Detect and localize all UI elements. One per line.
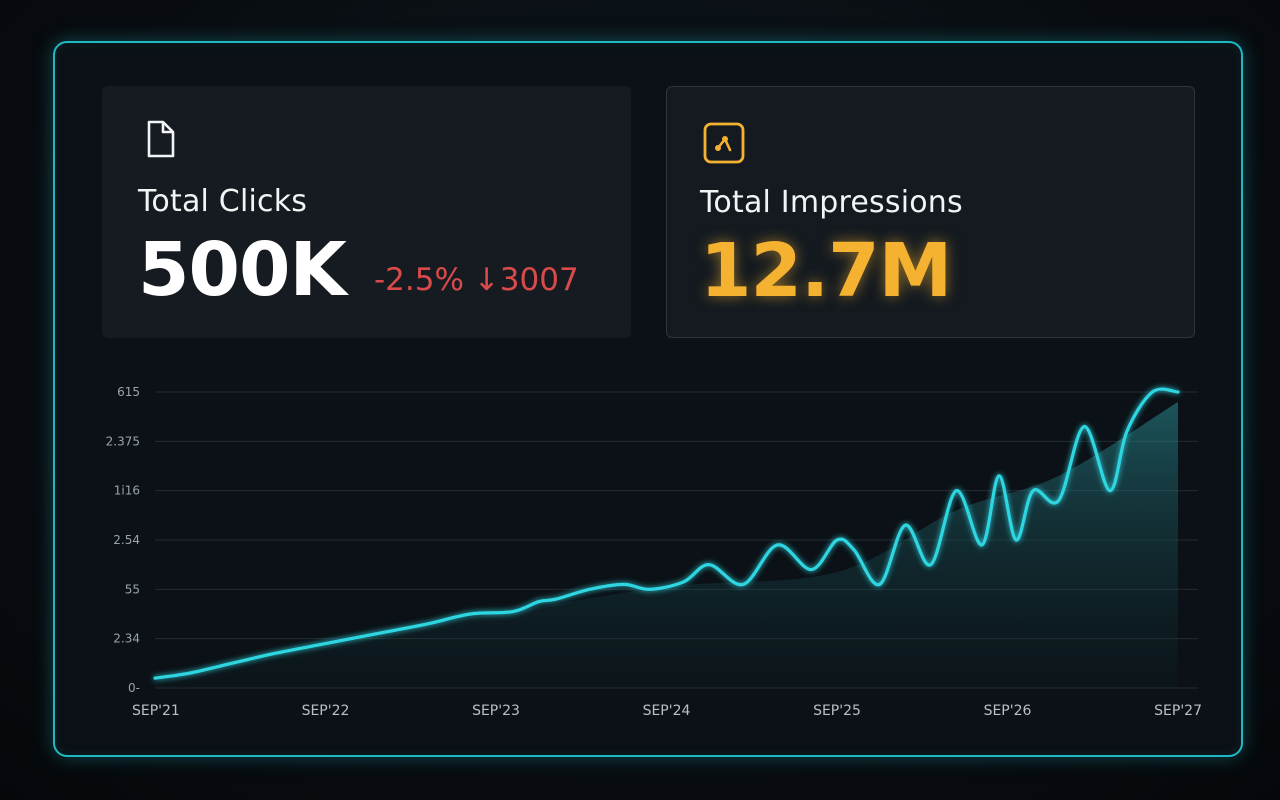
y-tick-label: 1i16 [114,484,140,498]
y-tick-label: 2.34 [113,632,140,646]
y-tick-label: 2.54 [113,533,140,547]
x-tick-label: SEP'22 [302,703,350,719]
chart-svg: 0- 2.34 55 2.54 1i16 2.375 615 SEP'21 SEP'22 SEP… [106,385,1202,719]
total-clicks-value: 500K [138,227,347,313]
total-clicks-card[interactable]: Total Clicks 500K -2.5% ↓3007 [102,86,631,338]
line-series [153,387,1180,680]
x-tick-label: SEP'25 [813,703,861,719]
total-clicks-delta: -2.5% ↓3007 [374,262,579,298]
x-tick-label: SEP'27 [1154,703,1202,719]
total-impressions-value: 12.7M [700,228,952,314]
area-series [155,401,1178,688]
total-clicks-title: Total Clicks [138,184,308,219]
y-tick-label: 2.375 [106,434,140,448]
x-tick-label: SEP'24 [643,703,691,719]
x-tick-label: SEP'21 [132,703,180,719]
x-tick-label: SEP'26 [984,703,1032,719]
y-tick-label: 615 [117,385,140,399]
y-tick-label: 55 [125,582,140,596]
total-impressions-card[interactable]: Total Impressions 12.7M [666,86,1195,338]
total-impressions-title: Total Impressions [700,185,963,220]
y-tick-label: 0- [128,681,140,695]
x-tick-label: SEP'23 [472,703,520,719]
document-icon [147,120,175,158]
clicks-line-chart[interactable]: 0- 2.34 55 2.54 1i16 2.375 615 SEP'21 SEP'22 SEP… [100,370,1210,720]
chart-app-icon [703,122,745,164]
